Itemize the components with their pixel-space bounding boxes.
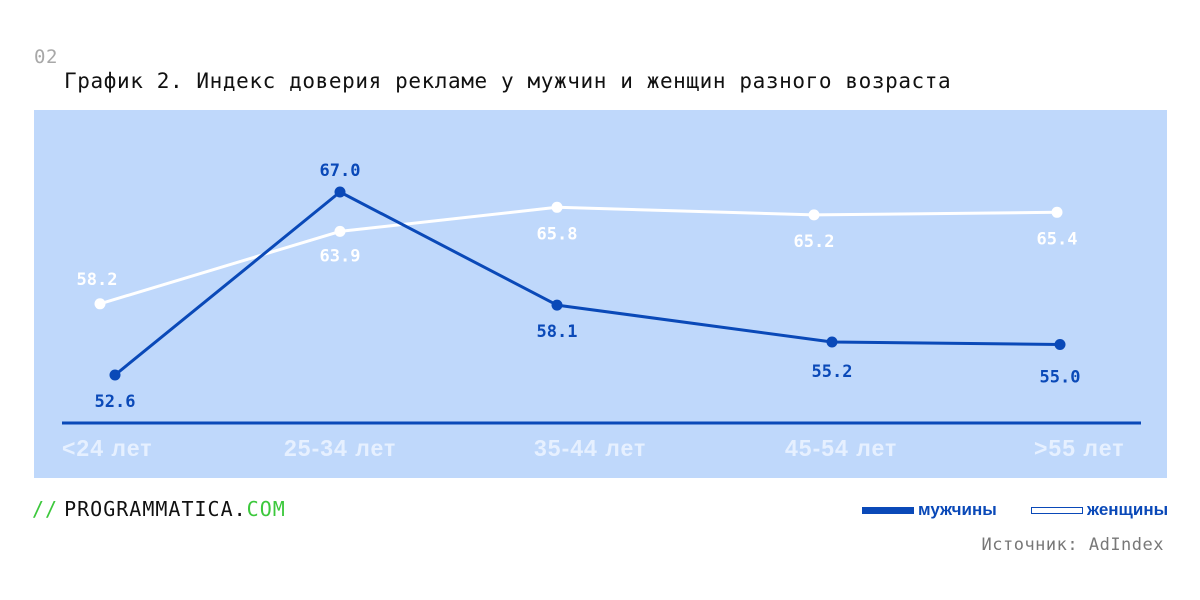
x-axis-label: <24 лет [62,435,152,461]
women-data-point [334,225,346,237]
x-axis-label: >55 лет [1034,435,1124,461]
women-data-point [551,201,563,213]
chart-title: График 2. Индекс доверия рекламе у мужчи… [64,69,952,93]
men-data-label: 52.6 [95,392,136,412]
programmatica-logo: //PROGRAMMATICA.COM [32,497,286,521]
men-series-points [109,186,1066,381]
men-data-label: 55.2 [812,362,853,382]
women-data-label: 65.4 [1037,229,1078,249]
women-series-line [99,205,1058,306]
women-swatch-icon [1031,506,1083,514]
men-data-point [1054,339,1066,350]
women-data-label: 65.8 [537,224,578,244]
legend-label-men: мужчины [918,500,997,519]
women-data-label: 65.2 [794,232,835,252]
x-axis-label: 45-54 лет [785,435,897,461]
men-data-labels: 52.6 67.0 58.1 55.2 55.0 [95,161,1081,412]
source-note: Источник: AdIndex [981,535,1164,555]
men-data-point [826,336,838,348]
women-data-label: 58.2 [77,270,118,290]
chart-panel: 58.2 63.9 65.8 65.2 65.4 52.6 67.0 58.1 55.2 55.… [34,110,1167,478]
x-axis-labels: <24 лет 25-34 лет 35-44 лет 45-54 лет >55 ле… [62,435,1124,461]
women-data-point [808,209,820,221]
x-axis-label: 25-34 лет [284,435,396,461]
x-axis-label: 35-44 лет [534,435,646,461]
logo-main-text: PROGRAMMATICA. [64,497,247,521]
men-data-label: 58.1 [537,322,578,342]
women-series-points [94,201,1063,310]
men-data-point [334,186,346,198]
men-data-point [551,299,563,311]
men-data-label: 55.0 [1040,368,1081,388]
men-data-label: 67.0 [320,161,361,181]
men-swatch-icon [862,506,914,514]
figure-number: 02 [34,46,58,68]
women-data-labels: 58.2 63.9 65.8 65.2 65.4 [77,224,1078,289]
legend-label-women: женщины [1087,500,1169,519]
logo-slashes: // [32,497,59,521]
women-data-label: 63.9 [320,246,361,266]
line-chart: 58.2 63.9 65.8 65.2 65.4 52.6 67.0 58.1 55.2 55.… [62,161,1141,461]
men-data-point [109,369,121,381]
legend-item-men: мужчины [862,500,997,520]
men-series-line [114,190,1061,377]
women-data-point [94,298,106,310]
legend-item-women: женщины [1031,500,1168,520]
logo-tld: COM [246,497,286,521]
women-data-point [1051,206,1063,218]
